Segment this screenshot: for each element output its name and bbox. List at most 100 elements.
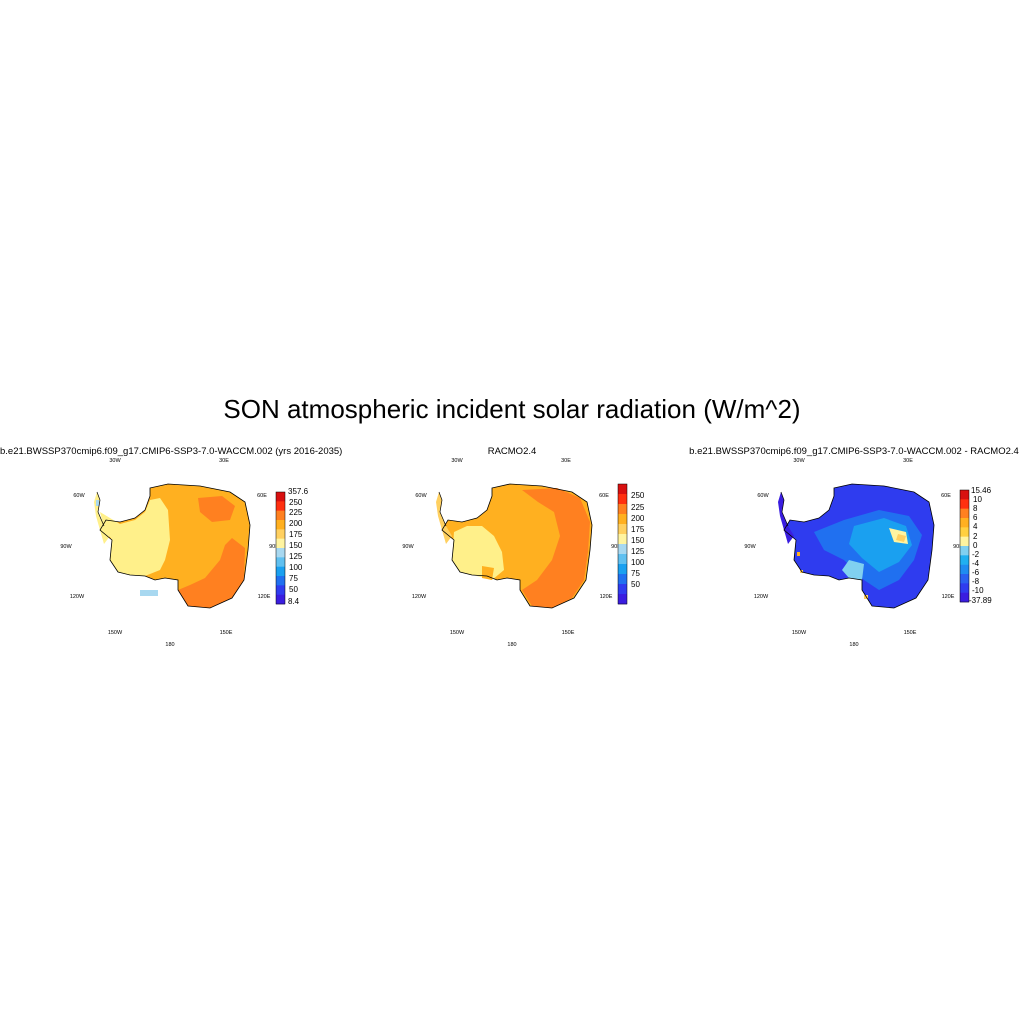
lon-label: 180 [507, 642, 516, 648]
antarctica-map: 30W 30E 60W 60E 90W 90E 120W 120E 150W 1… [60, 458, 309, 648]
colorbar-swatch [960, 499, 969, 509]
colorbar-label: 225 [631, 503, 645, 512]
colorbar [275, 491, 286, 605]
colorbar-frame [959, 489, 970, 603]
colorbar-label: -4 [972, 559, 980, 568]
colorbar-swatch [960, 527, 969, 537]
colorbar-swatch [960, 592, 969, 603]
lon-label: 30E [219, 458, 229, 464]
lon-label: 60W [757, 493, 769, 499]
colorbar-label: 4 [973, 522, 978, 531]
colorbar-label: 75 [289, 574, 298, 583]
colorbar-swatch [276, 492, 285, 502]
colorbar-label: 200 [289, 519, 303, 528]
colorbar-label: -8 [972, 577, 980, 586]
colorbar-swatch [276, 538, 285, 549]
colorbar-swatch [618, 494, 627, 505]
colorbar-label: 100 [631, 558, 645, 567]
lon-label: 120E [600, 594, 613, 600]
lon-label: 90W [402, 544, 414, 550]
lon-label: 30W [451, 458, 463, 464]
colorbar-swatch [618, 484, 627, 495]
antarctica-map: 30W 30E 60W 60E 90W 90E 120W 120E 150W 1… [402, 458, 645, 648]
lon-label: 120W [412, 594, 427, 600]
colorbar-label: 357.6 [288, 487, 309, 496]
colorbar-swatch [960, 536, 969, 547]
lon-label: 120E [942, 594, 955, 600]
colorbar-label: 15.46 [971, 486, 992, 495]
colorbar-label: 8.4 [288, 597, 300, 606]
map-panel-racmo: RACMO2.4 30W 30E 60W 60E 90W 90E 120W 12… [342, 440, 682, 655]
colorbar-swatch [960, 583, 969, 593]
colorbar-label: 75 [631, 569, 640, 578]
lon-label: 30W [109, 458, 121, 464]
colorbar-label: 200 [631, 514, 645, 523]
figure-title: SON atmospheric incident solar radiation… [223, 394, 801, 424]
colorbar-label: 225 [289, 508, 303, 517]
colorbar-frame [275, 491, 286, 605]
colorbar-swatch [276, 566, 285, 577]
colorbar-label: 250 [289, 498, 303, 507]
colorbar-swatch [276, 510, 285, 521]
antarctica-field [94, 483, 251, 609]
colorbar-swatch [276, 594, 285, 605]
lon-label: 150E [562, 630, 575, 636]
colorbar-label: 250 [631, 491, 645, 500]
lon-label: 60E [941, 493, 951, 499]
lon-label: 120E [258, 594, 271, 600]
panel-title: b.e21.BWSSP370cmip6.f09_g17.CMIP6-SSP3-7… [689, 446, 1019, 457]
colorbar-swatch [618, 524, 627, 535]
colorbar-label: 150 [289, 541, 303, 550]
colorbar-label: 125 [631, 547, 645, 556]
colorbar-swatch [618, 554, 627, 565]
lon-label: 90W [744, 544, 756, 550]
colorbar-swatch [618, 574, 627, 585]
lon-label: 30E [561, 458, 571, 464]
panel-title: RACMO2.4 [487, 446, 537, 457]
colorbar-swatch [276, 548, 285, 558]
colorbar-label: 175 [631, 525, 645, 534]
colorbar-swatch [276, 576, 285, 586]
colorbar [617, 483, 628, 605]
colorbar-label: 50 [289, 585, 298, 594]
colorbar-label: -6 [972, 568, 980, 577]
colorbar-swatch [618, 594, 627, 605]
colorbar-label: 2 [973, 532, 978, 541]
colorbar-label: -37.89 [969, 596, 992, 605]
lon-label: 30E [903, 458, 913, 464]
lon-label: 120W [754, 594, 769, 600]
colorbar-swatch [960, 546, 969, 556]
colorbar-label: 175 [289, 530, 303, 539]
colorbar-swatch [276, 557, 285, 567]
colorbar-swatch [618, 564, 627, 575]
colorbar-swatch [618, 514, 627, 525]
colorbar-label: -10 [972, 586, 984, 595]
colorbar-swatch [960, 574, 969, 584]
colorbar-swatch [960, 518, 969, 528]
lon-label: 150E [220, 630, 233, 636]
colorbar-label: 6 [973, 513, 978, 522]
lon-label: 60E [599, 493, 609, 499]
colorbar-label: 100 [289, 563, 303, 572]
colorbar-swatch [960, 564, 969, 575]
colorbar-label: -2 [972, 550, 980, 559]
colorbar-swatch [276, 520, 285, 530]
colorbar-label: 125 [289, 552, 303, 561]
antarctica-field [436, 483, 593, 609]
lon-label: 180 [849, 642, 858, 648]
colorbar-swatch [960, 555, 969, 565]
colorbar-swatch [960, 508, 969, 519]
panel-title: b.e21.BWSSP370cmip6.f09_g17.CMIP6-SSP3-7… [0, 446, 343, 457]
colorbar-swatch [618, 584, 627, 595]
lon-label: 90E [953, 544, 963, 550]
lon-label: 120W [70, 594, 85, 600]
colorbar-swatch [618, 534, 627, 545]
colorbar-label: 10 [973, 495, 982, 504]
lon-label: 30W [793, 458, 805, 464]
colorbar-swatch [618, 544, 627, 555]
map-panel-difference: b.e21.BWSSP370cmip6.f09_g17.CMIP6-SSP3-7… [684, 440, 1024, 655]
colorbar-swatch [618, 504, 627, 515]
lon-label: 150W [108, 630, 123, 636]
lon-label: 150E [904, 630, 917, 636]
colorbar-label: 8 [973, 504, 978, 513]
